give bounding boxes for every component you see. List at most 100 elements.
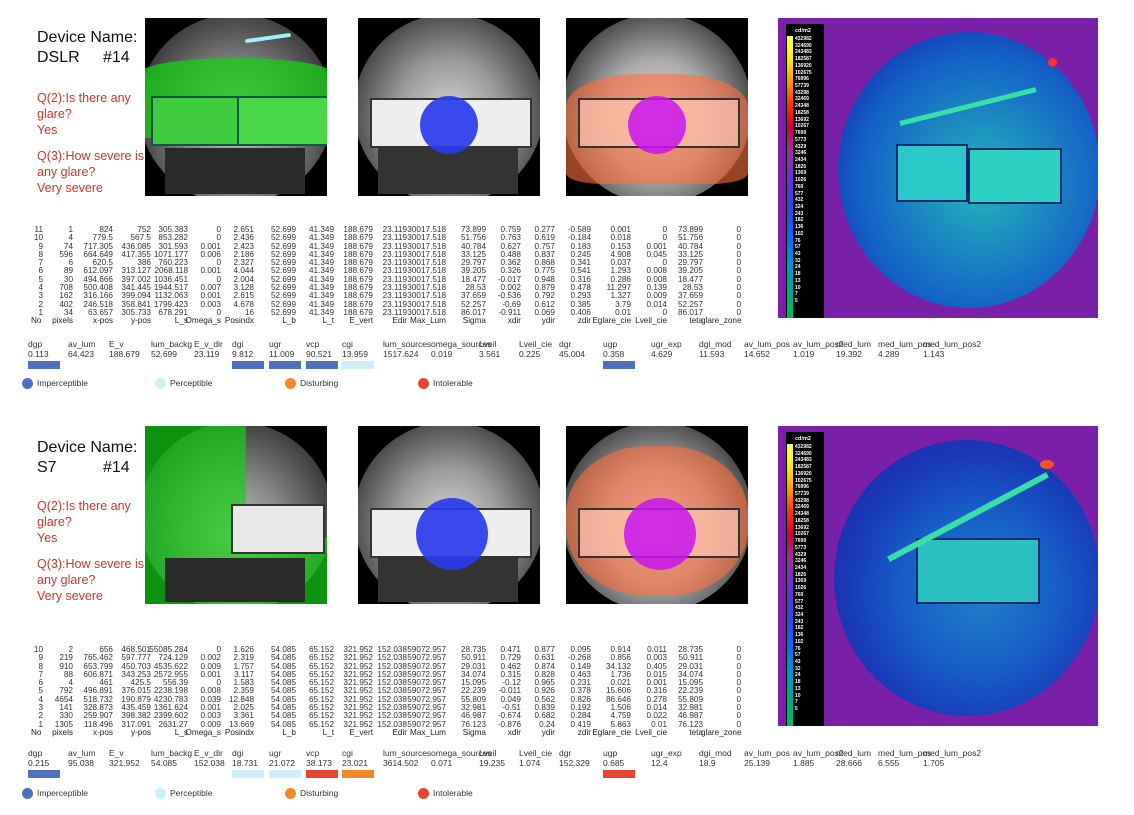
legend-label: Intolerable bbox=[433, 378, 473, 388]
table-cell: -0.674 bbox=[497, 711, 521, 721]
table-cell: 0.562 bbox=[534, 694, 556, 704]
summary-label: med_lum_pos bbox=[878, 339, 932, 349]
column-header: ydir bbox=[541, 727, 555, 737]
column-header: Max_Lum bbox=[410, 316, 446, 326]
table-cell: 1 bbox=[38, 307, 43, 317]
table-cell: 65.152 bbox=[308, 653, 334, 663]
table-cell: 188.679 bbox=[343, 225, 373, 234]
table-cell: 4.759 bbox=[610, 711, 632, 721]
table-cell: 152.038 bbox=[377, 669, 407, 679]
table-cell: 0 bbox=[736, 258, 741, 268]
table-cell: 2572.955 bbox=[153, 669, 188, 679]
table-cell: 0.009 bbox=[646, 291, 668, 301]
column-header: L_t bbox=[322, 727, 334, 737]
table-cell: 0.926 bbox=[534, 686, 556, 696]
table-cell: 0.183 bbox=[570, 241, 592, 251]
luminance-map: cd/m2 432982 324690 243483 182587 136920 1026… bbox=[778, 18, 1098, 318]
table-cell: 500.408 bbox=[83, 283, 113, 293]
table-cell: 54.085 bbox=[270, 653, 296, 663]
glare-source-image-green bbox=[145, 18, 327, 196]
table-cell: 2.423 bbox=[233, 241, 255, 251]
table-cell: 23.119 bbox=[382, 291, 407, 301]
summary-label: Lveil_cie bbox=[519, 339, 553, 349]
table-cell: 436.085 bbox=[121, 241, 151, 251]
table-cell: 41.349 bbox=[308, 283, 334, 293]
summary-label: lum_sources bbox=[383, 748, 432, 758]
table-cell: 0 bbox=[736, 241, 741, 251]
table-cell: 5 bbox=[38, 274, 43, 284]
table-cell: 65.152 bbox=[308, 711, 334, 721]
table-cell: 88 bbox=[63, 669, 73, 679]
summary-label: Lveil bbox=[479, 748, 497, 758]
summary-label: av_lum_pos bbox=[744, 339, 790, 349]
device-name-row: S7 #14 bbox=[37, 459, 130, 477]
table-cell: 2 bbox=[38, 299, 43, 309]
table-cell: 30017.518 bbox=[407, 274, 446, 284]
summary-label: med_lum bbox=[836, 748, 871, 758]
table-cell: -0.268 bbox=[567, 653, 591, 663]
table-cell: 0.868 bbox=[534, 258, 556, 268]
summary-label: av_lum bbox=[68, 339, 96, 349]
table-cell: 152.038 bbox=[377, 703, 407, 713]
table-cell: 33.125 bbox=[460, 249, 486, 259]
table-cell: 0 bbox=[216, 645, 221, 654]
table-cell: 399.094 bbox=[121, 291, 151, 301]
table-cell: 0.631 bbox=[534, 653, 556, 663]
table-cell: 4 bbox=[38, 694, 43, 704]
summary-value: 19.235 bbox=[479, 758, 505, 768]
level-bar-dgi bbox=[232, 770, 264, 778]
legend-dot-icon bbox=[285, 378, 296, 390]
table-cell: 41.349 bbox=[308, 274, 334, 284]
table-cell: 73.899 bbox=[677, 225, 703, 234]
summary-value: 0.071 bbox=[431, 758, 453, 768]
table-cell: 0.378 bbox=[570, 686, 592, 696]
table-cell: 0.914 bbox=[610, 645, 632, 654]
summary-value: 19.392 bbox=[836, 349, 862, 359]
table-cell: 1944.517 bbox=[153, 283, 188, 293]
summary-value: 45.004 bbox=[559, 349, 585, 359]
table-cell: 0.002 bbox=[200, 653, 222, 663]
table-cell: 2.615 bbox=[233, 291, 255, 301]
summary-label: lum_sources bbox=[383, 339, 432, 349]
table-cell: 86.646 bbox=[605, 694, 631, 704]
luminance-map: cd/m2 432982 324690 243483 182587 136920 1026… bbox=[778, 426, 1098, 726]
level-bar-cgi bbox=[342, 361, 374, 369]
table-cell: 28.53 bbox=[682, 283, 704, 293]
table-cell: 52.257 bbox=[677, 299, 703, 309]
table-cell: 23.119 bbox=[382, 307, 407, 317]
level-bar-ugp bbox=[603, 770, 635, 778]
summary-label: Lveil_cie bbox=[519, 748, 553, 758]
column-header: Omega_s bbox=[185, 316, 222, 326]
table-cell: 10 bbox=[33, 233, 43, 243]
table-cell: 37.659 bbox=[677, 291, 703, 301]
table-cell: 152.038 bbox=[377, 653, 407, 663]
table-cell: 41.349 bbox=[308, 233, 334, 243]
table-cell: 246.518 bbox=[83, 299, 113, 309]
table-cell: 152.038 bbox=[377, 719, 407, 729]
table-cell: 0.874 bbox=[534, 661, 556, 671]
table-cell: 54.085 bbox=[270, 661, 296, 671]
table-cell: 22.239 bbox=[460, 686, 486, 696]
table-cell: 376.015 bbox=[121, 686, 151, 696]
table-cell: 468.501 bbox=[121, 645, 151, 654]
table-cell: 4.908 bbox=[610, 249, 632, 259]
table-cell: 23.119 bbox=[382, 266, 407, 276]
table-cell: 0.316 bbox=[570, 274, 592, 284]
table-cell: 46.987 bbox=[677, 711, 703, 721]
table-cell: 0.406 bbox=[570, 307, 592, 317]
table-cell: -0.184 bbox=[567, 233, 591, 243]
column-header: E_vert bbox=[349, 316, 373, 326]
table-cell: 717.305 bbox=[83, 241, 113, 251]
table-cell: 23.119 bbox=[382, 249, 407, 259]
column-header: L_s bbox=[174, 316, 188, 326]
summary-label: ugp bbox=[603, 748, 618, 758]
summary-value: 54.085 bbox=[151, 758, 177, 768]
table-cell: 708 bbox=[59, 283, 73, 293]
summary-value: 23.119 bbox=[194, 349, 220, 359]
table-cell: 59072.957 bbox=[407, 694, 446, 704]
table-cell: 0 bbox=[736, 225, 741, 234]
table-cell: 321.952 bbox=[343, 645, 373, 654]
table-cell: 305.383 bbox=[158, 225, 188, 234]
table-cell: 41.349 bbox=[308, 225, 334, 234]
table-cell: 417.355 bbox=[121, 249, 151, 259]
